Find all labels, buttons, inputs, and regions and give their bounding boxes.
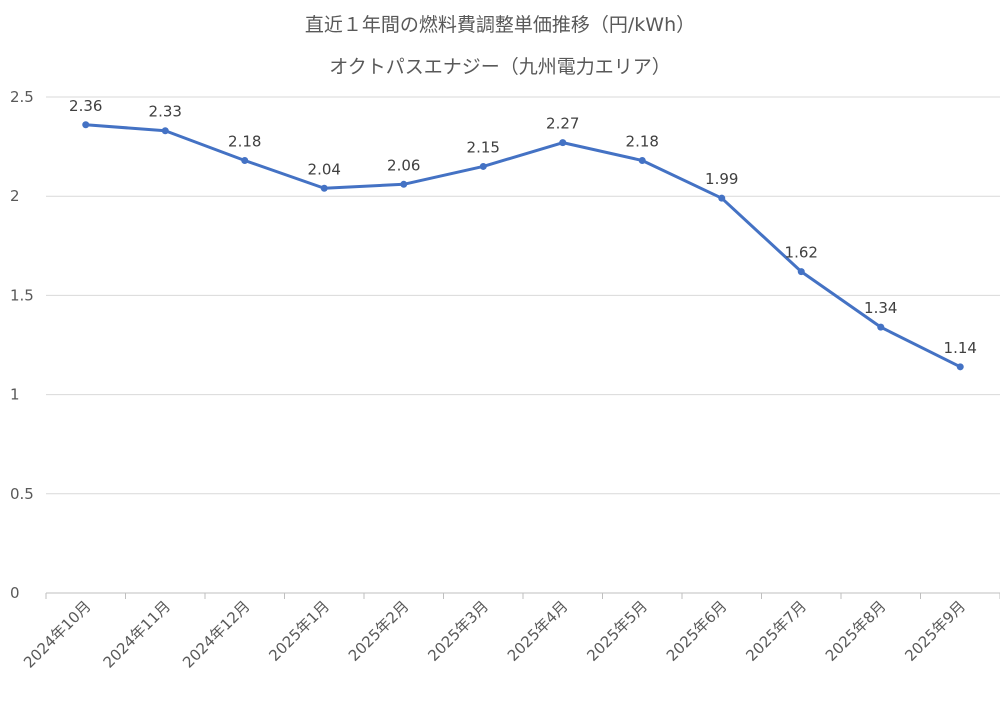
chart-title: 直近１年間の燃料費調整単価推移（円/kWh）	[304, 14, 696, 36]
data-point	[956, 363, 964, 371]
x-tick-label: 2025年9月	[901, 597, 969, 665]
data-point	[400, 180, 408, 188]
data-label: 2.06	[387, 156, 420, 174]
data-label: 2.18	[228, 132, 261, 150]
series-line	[85, 123, 961, 369]
x-tick-label: 2024年11月	[100, 597, 174, 671]
chart-subtitle: オクトパスエナジー（九州電力エリア）	[329, 56, 671, 78]
data-point	[320, 184, 328, 192]
data-label: 2.15	[467, 138, 500, 156]
data-point	[638, 156, 646, 164]
data-label: 2.36	[69, 97, 102, 115]
x-tick-label: 2025年3月	[424, 597, 492, 665]
y-tick-label: 2.5	[10, 88, 34, 106]
y-tick-label: 2	[10, 187, 20, 205]
data-label: 2.33	[149, 103, 182, 121]
x-tick-label: 2025年2月	[345, 597, 413, 665]
data-point	[479, 162, 487, 170]
x-tick-label: 2024年10月	[20, 597, 94, 671]
x-tick-label: 2025年4月	[504, 597, 572, 665]
data-point	[241, 156, 249, 164]
data-point	[877, 323, 885, 331]
data-point	[559, 139, 567, 147]
y-tick-label: 0	[10, 584, 20, 602]
x-tick-label: 2024年12月	[179, 597, 253, 671]
x-tick-label: 2025年7月	[742, 597, 810, 665]
y-tick-label: 1.5	[10, 286, 34, 304]
x-tick-label: 2025年5月	[583, 597, 651, 665]
data-point	[161, 127, 169, 135]
x-tick-label: 2025年6月	[663, 597, 731, 665]
data-label: 1.34	[864, 299, 897, 317]
y-tick-label: 0.5	[10, 485, 34, 503]
y-tick-label: 1	[10, 386, 20, 404]
data-label: 2.04	[308, 160, 341, 178]
data-label: 1.99	[705, 170, 738, 188]
data-label: 2.18	[626, 132, 659, 150]
x-tick-label: 2025年1月	[265, 597, 333, 665]
data-label: 2.27	[546, 115, 579, 133]
x-tick-label: 2025年8月	[822, 597, 890, 665]
data-point	[797, 268, 805, 276]
data-point	[718, 194, 726, 202]
data-label: 1.14	[944, 339, 977, 357]
data-point	[82, 121, 90, 129]
data-label: 1.62	[785, 244, 818, 262]
